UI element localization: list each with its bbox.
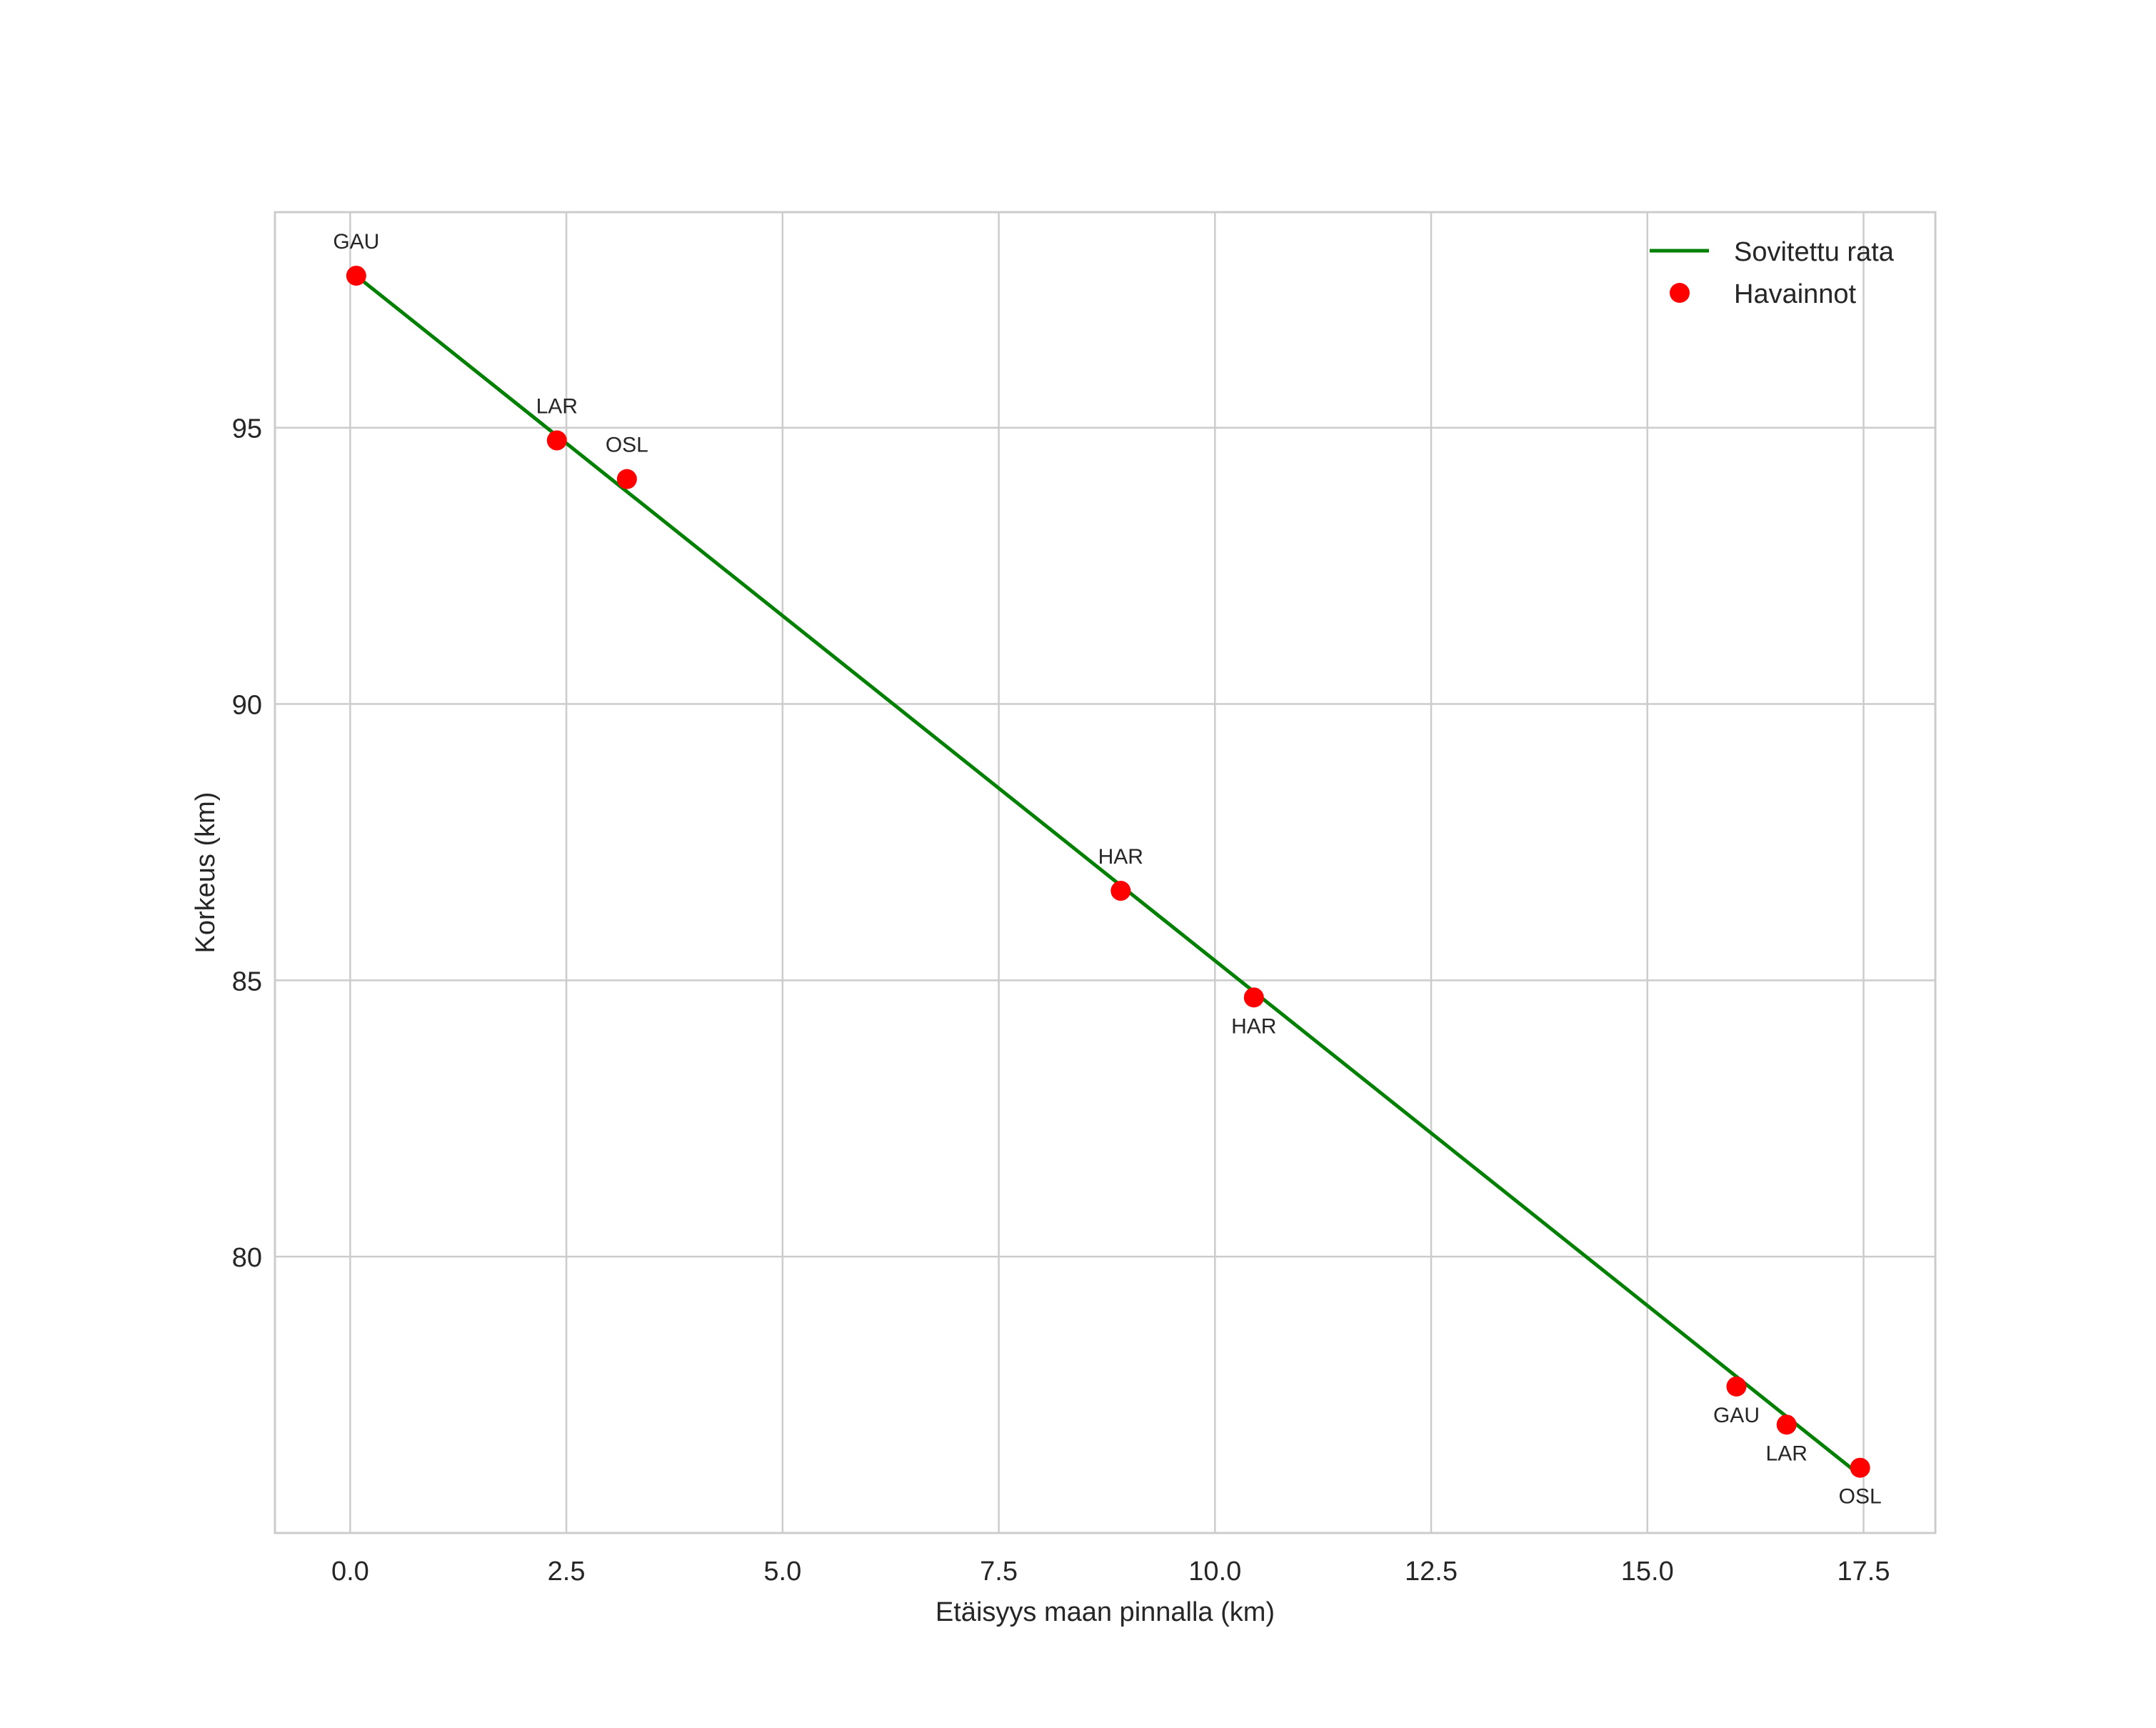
station-labels: GAU LAR OSL HAR HAR GAU LAR OSL [333, 230, 1881, 1509]
station-label: OSL [1839, 1485, 1882, 1509]
station-label: GAU [333, 230, 379, 254]
observation-point [546, 430, 567, 451]
y-tick-label: 85 [232, 967, 262, 997]
legend: Sovitettu rata Havainnot [1650, 237, 1895, 309]
x-tick-label: 7.5 [980, 1557, 1018, 1587]
station-label: LAR [1766, 1442, 1807, 1465]
y-tick-label: 90 [232, 691, 262, 721]
plot-area: GAU LAR OSL HAR HAR GAU LAR OSL [274, 211, 1937, 1534]
y-axis-label: Korkeus (km) [191, 792, 221, 954]
observation-point [1110, 881, 1131, 902]
legend-dot-icon [1670, 283, 1690, 303]
x-axis-ticks: 0.0 2.5 5.0 7.5 10.0 12.5 15.0 17.5 [331, 1557, 1890, 1587]
axes-frame [274, 211, 1937, 1534]
legend-label-observations: Havainnot [1734, 279, 1857, 309]
x-tick-label: 15.0 [1621, 1557, 1674, 1587]
observation-point [1776, 1414, 1797, 1435]
y-tick-label: 80 [232, 1243, 262, 1273]
x-tick-label: 17.5 [1837, 1557, 1890, 1587]
station-label: GAU [1713, 1404, 1760, 1427]
x-gridlines [349, 212, 1865, 1533]
y-tick-label: 95 [232, 414, 262, 444]
legend-item-observations: Havainnot [1670, 279, 1857, 309]
station-label: LAR [536, 395, 578, 419]
observation-point [346, 265, 366, 286]
observation-point [616, 469, 637, 489]
x-tick-label: 12.5 [1405, 1557, 1458, 1587]
station-label: OSL [606, 434, 648, 457]
x-tick-label: 2.5 [548, 1557, 586, 1587]
y-axis-ticks: 80 85 90 95 [232, 414, 262, 1273]
x-tick-label: 10.0 [1188, 1557, 1241, 1587]
x-tick-label: 5.0 [763, 1557, 801, 1587]
x-tick-label: 0.0 [331, 1557, 369, 1587]
legend-label-fitted-line: Sovitettu rata [1734, 237, 1895, 267]
observation-point [1243, 987, 1264, 1008]
y-gridlines [275, 426, 1935, 1258]
fitted-trajectory-line [355, 274, 1856, 1473]
x-axis-label: Etäisyys maan pinnalla (km) [936, 1597, 1275, 1627]
observation-point [1850, 1457, 1870, 1478]
observation-point [1726, 1376, 1747, 1397]
station-label: HAR [1231, 1014, 1276, 1038]
legend-item-fitted-line: Sovitettu rata [1650, 237, 1895, 267]
station-label: HAR [1098, 845, 1143, 869]
fitted-line-path [355, 274, 1856, 1473]
observation-points [346, 265, 1870, 1478]
